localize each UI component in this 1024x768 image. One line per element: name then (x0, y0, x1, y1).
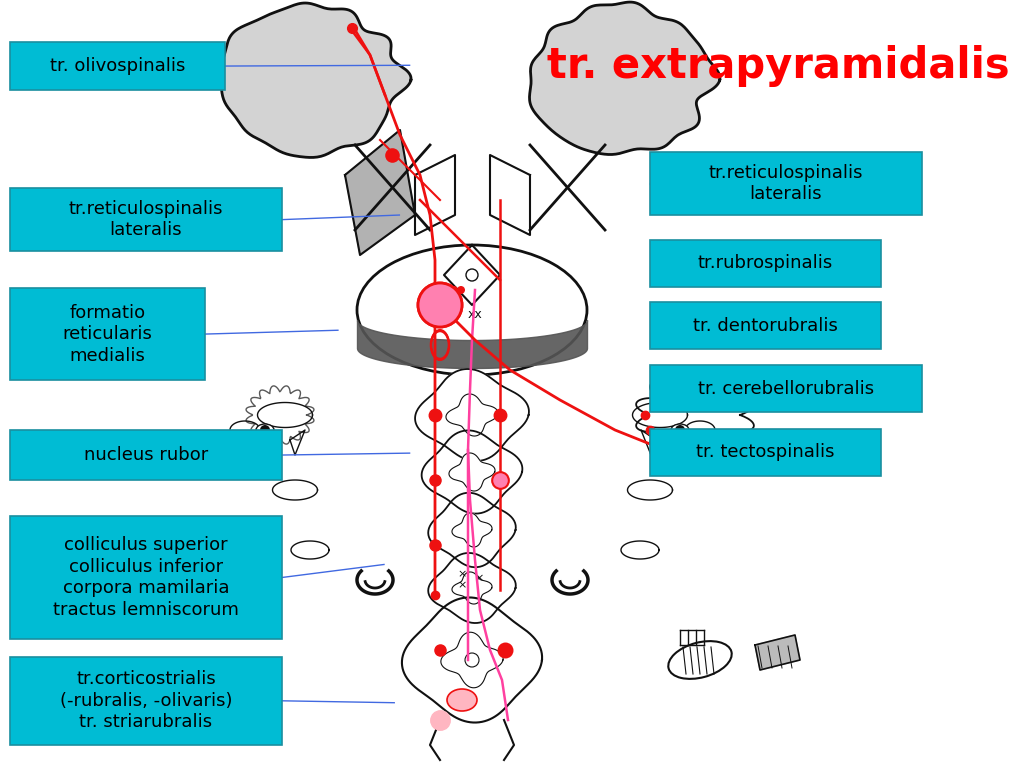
FancyBboxPatch shape (650, 152, 922, 215)
Polygon shape (272, 480, 317, 500)
Text: tr.reticulospinalis
lateralis: tr.reticulospinalis lateralis (69, 200, 223, 240)
Polygon shape (415, 155, 455, 235)
FancyBboxPatch shape (10, 188, 282, 251)
Ellipse shape (669, 641, 732, 679)
Text: ×: × (474, 573, 483, 583)
Ellipse shape (357, 245, 587, 375)
Text: nucleus rubor: nucleus rubor (84, 446, 208, 464)
FancyBboxPatch shape (10, 430, 282, 480)
Polygon shape (220, 3, 411, 157)
Text: tr. olivospinalis: tr. olivospinalis (50, 57, 185, 75)
Text: formatio
reticularis
medialis: formatio reticularis medialis (62, 303, 153, 365)
Circle shape (457, 286, 465, 294)
Polygon shape (452, 513, 493, 547)
Polygon shape (291, 541, 329, 559)
Polygon shape (628, 480, 673, 500)
FancyBboxPatch shape (10, 288, 205, 380)
Polygon shape (445, 394, 498, 436)
Polygon shape (246, 386, 314, 444)
Polygon shape (422, 430, 522, 514)
Ellipse shape (447, 689, 477, 711)
Text: tr. extrapyramidalis: tr. extrapyramidalis (548, 45, 1010, 87)
Polygon shape (230, 421, 260, 439)
Polygon shape (755, 635, 800, 670)
Text: tr.corticostrialis
(-rubralis, -olivaris)
tr. striarubralis: tr.corticostrialis (-rubralis, -olivaris… (59, 670, 232, 731)
Circle shape (418, 283, 462, 327)
Polygon shape (621, 541, 659, 559)
Polygon shape (345, 130, 415, 255)
Text: tr. cerebellorubralis: tr. cerebellorubralis (698, 379, 873, 398)
Circle shape (436, 286, 444, 294)
Polygon shape (633, 402, 687, 428)
FancyBboxPatch shape (650, 365, 922, 412)
Polygon shape (428, 553, 516, 623)
Text: tr.reticulospinalis
lateralis: tr.reticulospinalis lateralis (709, 164, 863, 204)
Circle shape (443, 286, 451, 294)
FancyBboxPatch shape (650, 429, 881, 476)
FancyBboxPatch shape (650, 302, 881, 349)
Polygon shape (636, 371, 754, 459)
Circle shape (450, 286, 458, 294)
Polygon shape (428, 493, 516, 568)
Polygon shape (490, 155, 530, 235)
Polygon shape (401, 598, 542, 723)
FancyBboxPatch shape (10, 657, 282, 745)
Text: tr. dentorubralis: tr. dentorubralis (693, 316, 838, 335)
Text: xx: xx (468, 309, 482, 322)
Ellipse shape (256, 424, 274, 436)
FancyBboxPatch shape (10, 42, 225, 90)
Circle shape (418, 283, 462, 327)
Circle shape (675, 425, 685, 435)
Polygon shape (529, 2, 720, 154)
Circle shape (260, 425, 270, 435)
Polygon shape (415, 369, 529, 461)
Text: colliculus superior
colliculus inferior
corpora mamilaria
tractus lemniscorum: colliculus superior colliculus inferior … (53, 536, 239, 619)
Text: tr.rubrospinalis: tr.rubrospinalis (697, 254, 834, 273)
Polygon shape (452, 572, 493, 604)
FancyBboxPatch shape (10, 516, 282, 639)
Ellipse shape (671, 424, 689, 436)
Polygon shape (257, 402, 312, 428)
Polygon shape (685, 421, 715, 439)
Polygon shape (441, 632, 503, 688)
FancyBboxPatch shape (650, 240, 881, 287)
Polygon shape (444, 245, 500, 305)
Text: tr. tectospinalis: tr. tectospinalis (696, 443, 835, 462)
Text: ×
×: × × (458, 569, 467, 591)
Polygon shape (449, 453, 495, 491)
